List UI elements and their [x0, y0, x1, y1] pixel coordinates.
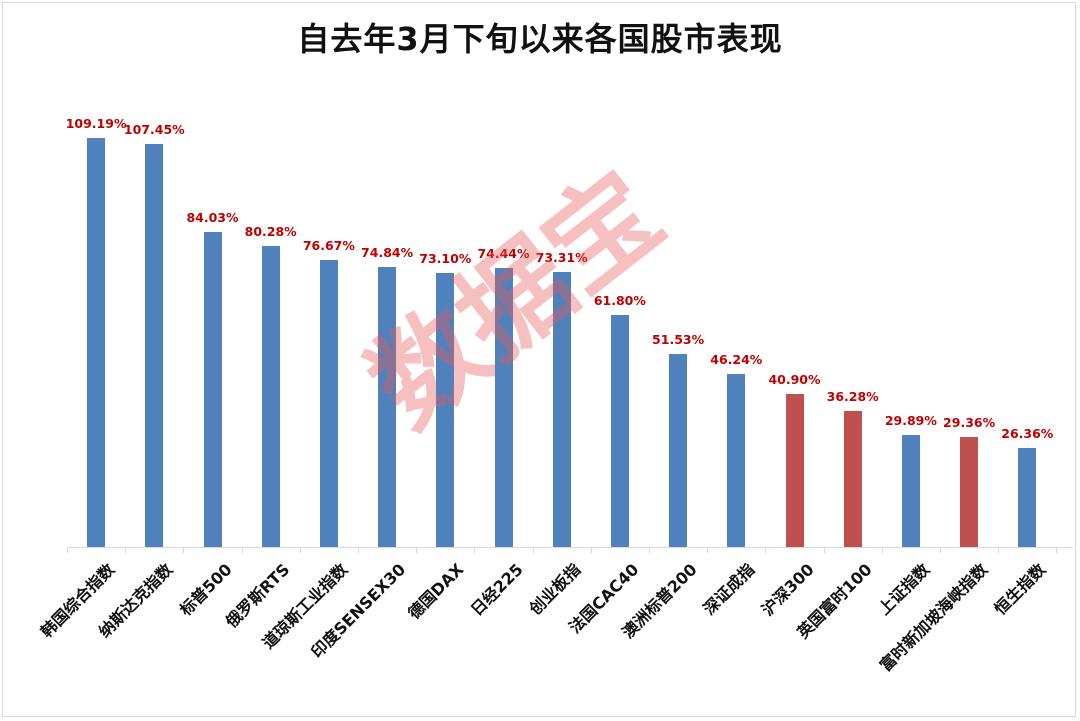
data-label: 29.89%	[884, 413, 937, 429]
bar	[378, 266, 397, 547]
x-axis-tick	[416, 547, 418, 553]
x-axis-tick	[707, 547, 709, 553]
data-label: 84.03%	[186, 210, 239, 226]
x-tick-label: 深证成指	[699, 559, 759, 619]
bar	[87, 137, 106, 547]
data-label: 74.44%	[477, 246, 530, 262]
x-axis-tick	[474, 547, 476, 553]
bar	[843, 411, 862, 547]
data-label: 73.31%	[535, 250, 588, 266]
bar	[494, 268, 513, 547]
x-axis	[67, 547, 1073, 548]
bar	[203, 232, 222, 547]
x-axis-tick	[1056, 547, 1058, 553]
data-label: 40.90%	[768, 371, 821, 387]
x-axis-tick	[125, 547, 127, 553]
data-label: 29.36%	[943, 415, 996, 431]
data-label: 74.84%	[361, 244, 414, 260]
bar	[901, 435, 920, 547]
bar	[1018, 448, 1037, 547]
x-axis-tick	[532, 547, 534, 553]
data-label: 46.24%	[710, 351, 763, 367]
x-axis-tick	[241, 547, 243, 553]
bar	[727, 373, 746, 547]
x-axis-tick	[998, 547, 1000, 553]
data-label: 80.28%	[244, 224, 297, 240]
x-axis-tick	[881, 547, 883, 553]
x-axis-tick	[67, 547, 68, 553]
bar	[785, 393, 804, 547]
data-label: 107.45%	[123, 122, 185, 138]
x-axis-tick	[358, 547, 359, 553]
bar	[669, 353, 688, 547]
bar	[610, 315, 629, 547]
data-label: 61.80%	[593, 293, 646, 309]
bar	[552, 272, 571, 547]
data-label: 109.19%	[65, 115, 127, 131]
x-tick-label: 日经225	[466, 559, 527, 620]
x-axis-tick	[823, 547, 825, 553]
x-axis-tick	[649, 547, 650, 553]
x-axis-tick	[183, 547, 185, 553]
bar	[436, 273, 455, 547]
data-label: 51.53%	[652, 331, 705, 347]
data-label: 73.10%	[419, 251, 472, 267]
x-tick-label: 德国DAX	[404, 559, 468, 623]
x-axis-tick	[299, 547, 301, 553]
x-axis-tick	[940, 547, 941, 553]
x-tick-label: 恒生指数	[990, 559, 1050, 619]
data-label: 76.67%	[302, 237, 355, 253]
x-axis-tick	[765, 547, 767, 553]
bar	[261, 246, 280, 547]
chart-title: 自去年3月下旬以来各国股市表现	[297, 20, 783, 58]
x-axis-tick	[590, 547, 592, 553]
bar	[960, 437, 979, 547]
bar	[319, 259, 338, 547]
bar	[145, 144, 164, 547]
data-label: 26.36%	[1001, 426, 1054, 442]
data-label: 36.28%	[826, 389, 879, 405]
